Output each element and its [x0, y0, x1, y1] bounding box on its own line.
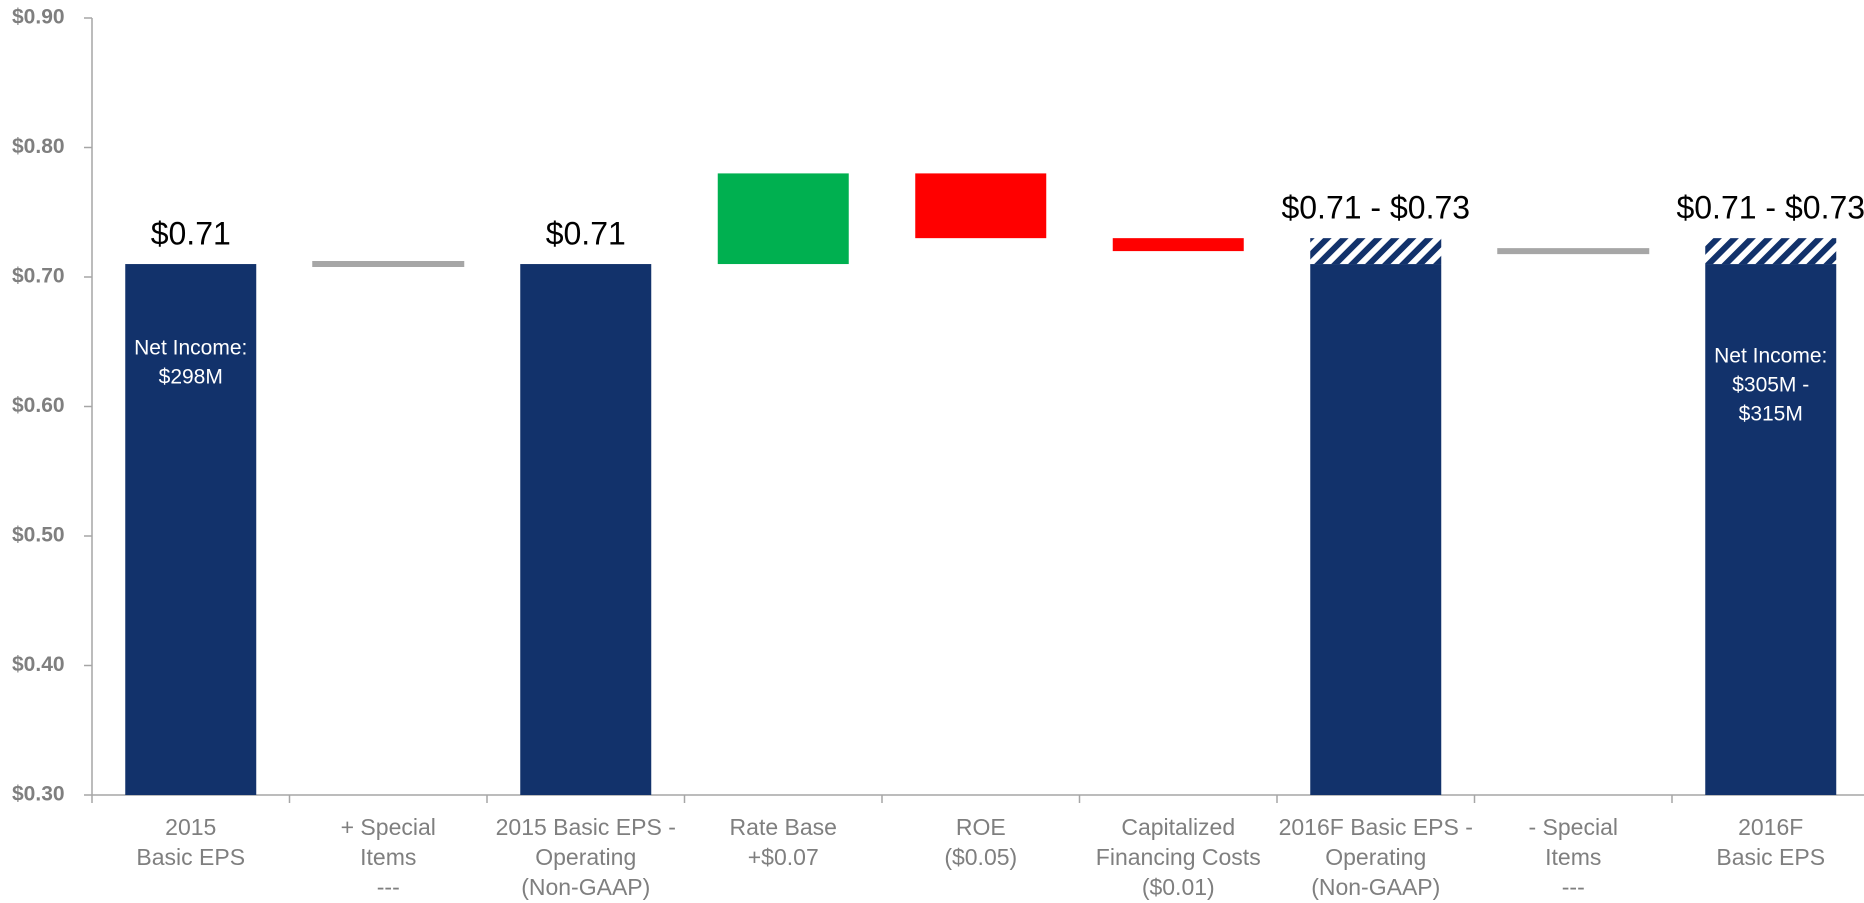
- x-tick-label: Rate Base: [730, 814, 837, 840]
- bar: [717, 173, 849, 265]
- y-tick-label: $0.90: [12, 6, 65, 29]
- y-tick-label: $0.50: [12, 524, 65, 547]
- y-tick-label: $0.30: [12, 783, 65, 806]
- range-bar: [1705, 238, 1837, 265]
- x-tick-label: Operating: [535, 844, 636, 870]
- x-tick-label: Operating: [1325, 844, 1426, 870]
- y-tick-label: $0.80: [12, 135, 65, 158]
- range-bar: [1310, 238, 1442, 265]
- x-tick-label: ($0.01): [1142, 874, 1215, 900]
- value-label: $0.71: [546, 216, 626, 252]
- x-tick-label: 2016F: [1738, 814, 1803, 840]
- x-tick-label: +$0.07: [748, 844, 819, 870]
- annotation: $298M: [159, 366, 223, 389]
- bar: [125, 264, 257, 795]
- y-tick-label: $0.70: [12, 265, 65, 288]
- x-tick-label: 2016F Basic EPS -: [1279, 814, 1473, 840]
- bar: [1310, 264, 1442, 795]
- bar: [1705, 264, 1837, 795]
- x-tick-label: - Special: [1529, 814, 1618, 840]
- bar: [520, 264, 652, 795]
- x-tick-label: Basic EPS: [1716, 844, 1825, 870]
- bar: [915, 173, 1047, 239]
- value-label: $0.71 - $0.73: [1281, 190, 1470, 226]
- x-tick-label: (Non-GAAP): [521, 874, 650, 900]
- value-label: $0.71: [151, 216, 231, 252]
- y-tick-label: $0.40: [12, 653, 65, 676]
- annotation: Net Income:: [1714, 345, 1827, 368]
- annotation: $315M: [1739, 403, 1803, 426]
- bar: [1112, 238, 1244, 252]
- x-tick-label: ---: [377, 874, 400, 900]
- annotation: Net Income:: [134, 337, 247, 360]
- annotation: $305M -: [1732, 374, 1809, 397]
- x-tick-label: Basic EPS: [136, 844, 245, 870]
- x-tick-label: 2015 Basic EPS -: [496, 814, 676, 840]
- value-label: $0.71 - $0.73: [1676, 190, 1864, 226]
- x-tick-label: ($0.05): [944, 844, 1017, 870]
- x-tick-label: (Non-GAAP): [1311, 874, 1440, 900]
- x-tick-label: Items: [1545, 844, 1601, 870]
- y-tick-label: $0.60: [12, 394, 65, 417]
- x-tick-label: Capitalized: [1121, 814, 1235, 840]
- x-tick-label: Items: [360, 844, 416, 870]
- x-tick-label: + Special: [341, 814, 436, 840]
- x-tick-label: ROE: [956, 814, 1006, 840]
- x-tick-label: ---: [1562, 874, 1585, 900]
- x-tick-label: Financing Costs: [1096, 844, 1261, 870]
- x-tick-label: 2015: [165, 814, 216, 840]
